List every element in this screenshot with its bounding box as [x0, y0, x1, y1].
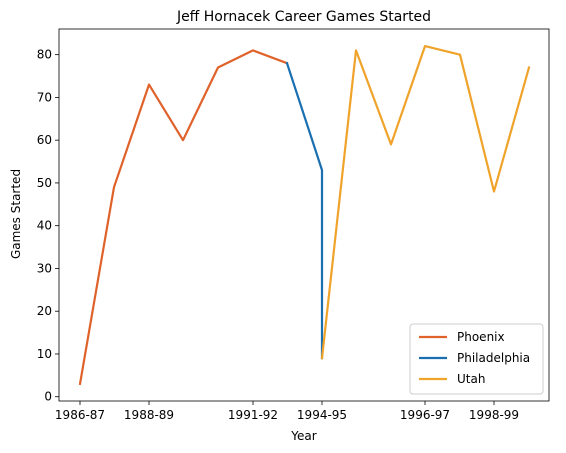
- y-tick-label: 0: [44, 390, 52, 404]
- x-tick-label: 1998-99: [469, 408, 519, 422]
- chart-title: Jeff Hornacek Career Games Started: [176, 9, 431, 25]
- legend-label-phoenix: Phoenix: [457, 330, 505, 344]
- series-line-utah: [320, 45, 531, 360]
- x-tick-label: 1996-97: [400, 408, 450, 422]
- x-tick-label: 1991-92: [228, 408, 278, 422]
- x-tick-label: 1986-87: [55, 408, 105, 422]
- y-tick-label: 20: [37, 304, 52, 318]
- x-axis: 1986-87 1988-89 1991-92 1994-95 1996-97 1998-…: [55, 401, 519, 422]
- legend-box: [409, 323, 544, 395]
- plot-lines: [78, 45, 531, 386]
- y-axis: 0 10 20 30 40 50 60 70 80: [37, 48, 59, 404]
- y-tick-label: 10: [37, 347, 52, 361]
- legend: Phoenix Philadelphia Utah: [409, 323, 544, 395]
- y-axis-label: Games Started: [9, 169, 23, 259]
- plot-frame: [58, 28, 550, 402]
- y-tick-label: 60: [37, 133, 52, 147]
- legend-label-utah: Utah: [457, 372, 485, 386]
- y-tick-label: 70: [37, 90, 52, 104]
- y-tick-label: 80: [37, 48, 52, 62]
- series-line-phoenix: [78, 49, 289, 386]
- y-tick-label: 40: [37, 219, 52, 233]
- x-tick-label: 1994-95: [297, 408, 347, 422]
- legend-label-philadelphia: Philadelphia: [457, 351, 530, 365]
- series-line-philadelphia: [285, 61, 324, 360]
- y-tick-label: 30: [37, 261, 52, 275]
- y-tick-label: 50: [37, 176, 52, 190]
- x-tick-label: 1988-89: [124, 408, 174, 422]
- x-axis-label: Year: [290, 429, 316, 443]
